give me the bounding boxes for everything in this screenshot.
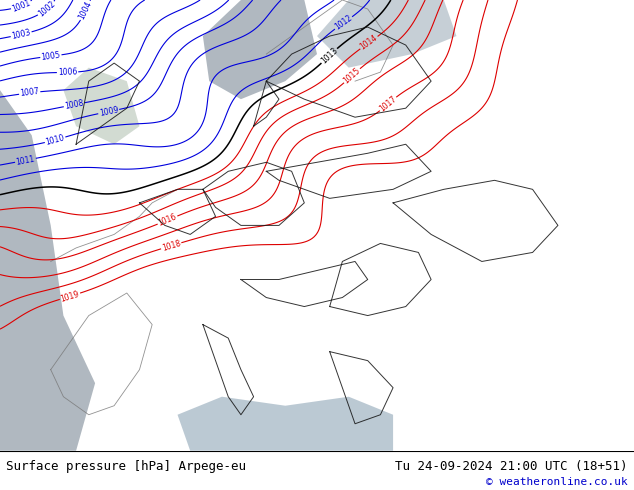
Text: 1014: 1014	[358, 33, 379, 52]
Text: Tu 24-09-2024 21:00 UTC (18+51): Tu 24-09-2024 21:00 UTC (18+51)	[395, 460, 628, 473]
Text: 1017: 1017	[378, 94, 398, 114]
Text: 1013: 1013	[319, 46, 339, 66]
Text: 1005: 1005	[41, 50, 61, 62]
Text: 1006: 1006	[58, 68, 77, 77]
Text: 1015: 1015	[342, 66, 362, 85]
Text: 1008: 1008	[64, 98, 84, 111]
Text: 1004: 1004	[77, 0, 94, 21]
Text: 1012: 1012	[333, 14, 354, 32]
Text: 1003: 1003	[11, 28, 32, 41]
Text: © weatheronline.co.uk: © weatheronline.co.uk	[486, 477, 628, 487]
Text: 1001: 1001	[11, 0, 32, 14]
Text: 1009: 1009	[98, 105, 119, 118]
Polygon shape	[203, 0, 317, 99]
Polygon shape	[317, 0, 456, 68]
Polygon shape	[0, 90, 95, 451]
Text: 1002: 1002	[36, 0, 57, 19]
Text: Surface pressure [hPa] Arpege-eu: Surface pressure [hPa] Arpege-eu	[6, 460, 247, 473]
Text: 1011: 1011	[15, 154, 36, 167]
Text: 1010: 1010	[44, 133, 65, 147]
Polygon shape	[178, 397, 393, 451]
Text: 1019: 1019	[60, 289, 81, 303]
Text: 1018: 1018	[161, 239, 182, 253]
Polygon shape	[63, 68, 139, 144]
Text: 1016: 1016	[157, 212, 178, 228]
Text: 1007: 1007	[20, 87, 40, 98]
